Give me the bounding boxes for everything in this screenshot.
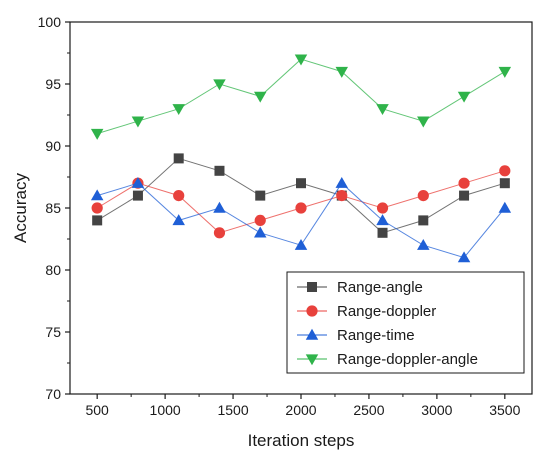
x-axis-title: Iteration steps [248, 431, 355, 450]
y-tick-label: 70 [45, 386, 61, 402]
data-point [498, 66, 512, 78]
data-point [417, 116, 430, 128]
legend-label: Range-doppler-angle [337, 351, 478, 368]
data-point [213, 227, 226, 239]
x-tick-label: 1000 [150, 402, 181, 418]
data-point [254, 214, 266, 226]
legend-item: Range-time [297, 327, 415, 344]
data-point [295, 202, 307, 214]
data-point [91, 202, 103, 214]
data-point [213, 201, 226, 213]
x-tick-label: 1500 [217, 402, 248, 418]
series-line [97, 58, 506, 135]
data-point [132, 190, 143, 201]
x-tick-label: 500 [85, 402, 109, 418]
data-point [131, 176, 145, 188]
legend-box [286, 271, 525, 374]
legend-marker [305, 354, 319, 366]
data-point [418, 215, 429, 226]
data-point [335, 176, 349, 188]
data-point [377, 227, 388, 238]
series-range-doppler-angle [90, 54, 512, 140]
data-point [336, 190, 348, 202]
data-point [90, 128, 104, 140]
legend-label: Range-time [337, 327, 415, 344]
data-point [498, 201, 512, 213]
legend-marker [306, 305, 318, 317]
data-point [294, 54, 308, 66]
data-point [172, 104, 185, 116]
data-point [213, 79, 226, 91]
legend: Range-angle Range-doppler Range-time Range-… [286, 271, 525, 374]
legend-item: Range-angle [297, 279, 423, 296]
legend-label: Range-angle [337, 279, 423, 296]
x-tick-label: 2000 [285, 402, 316, 418]
y-tick-label: 95 [45, 76, 61, 92]
y-tick-label: 75 [45, 324, 61, 340]
data-point [335, 66, 349, 78]
series-range-time [90, 176, 512, 263]
data-point [499, 178, 510, 189]
series-range-angle [92, 153, 510, 238]
data-point [294, 238, 308, 250]
legend-item: Range-doppler [297, 303, 436, 320]
axes: 500 1000 1500 2000 2500 3000 3500 70 75 80 85 90 95 1… [38, 14, 533, 418]
series-range-doppler [91, 165, 511, 239]
data-point [173, 153, 184, 164]
data-point [376, 104, 389, 116]
data-point [417, 238, 430, 250]
y-tick-label: 100 [38, 14, 62, 30]
data-point [376, 214, 389, 226]
data-point [253, 91, 267, 103]
data-point [457, 91, 471, 103]
x-tick-label: 3000 [421, 402, 452, 418]
x-tick-label: 3500 [489, 402, 520, 418]
data-point [255, 190, 266, 201]
series-line [96, 157, 505, 234]
data-point [92, 215, 103, 226]
series-layer [90, 54, 512, 263]
data-point [459, 190, 470, 201]
data-point [173, 190, 185, 202]
data-point [253, 226, 267, 238]
data-point [131, 116, 145, 128]
data-point [417, 190, 429, 202]
x-tick-label: 2500 [353, 402, 384, 418]
y-tick-label: 85 [45, 200, 61, 216]
y-tick-label: 80 [45, 262, 61, 278]
data-point [296, 178, 306, 189]
y-axis-title: Accuracy [11, 173, 30, 243]
data-point [458, 177, 470, 189]
data-point [214, 165, 225, 176]
legend-label: Range-doppler [337, 303, 436, 320]
data-point [457, 251, 471, 263]
legend-marker [305, 328, 319, 340]
data-point [90, 189, 104, 201]
legend-item: Range-doppler-angle [297, 351, 478, 368]
y-tick-label: 90 [45, 138, 61, 154]
data-point [172, 214, 185, 226]
data-point [376, 202, 389, 214]
data-point [499, 165, 511, 177]
legend-marker [307, 282, 317, 292]
